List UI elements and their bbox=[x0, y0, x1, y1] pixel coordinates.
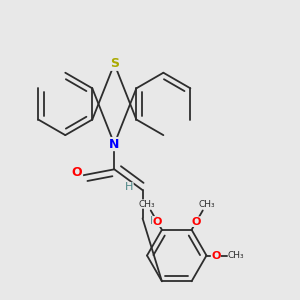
Text: O: O bbox=[211, 250, 220, 260]
Text: H: H bbox=[150, 216, 159, 226]
Text: O: O bbox=[192, 217, 201, 227]
Text: CH₃: CH₃ bbox=[139, 200, 155, 208]
Text: O: O bbox=[72, 166, 83, 179]
Text: N: N bbox=[109, 138, 119, 151]
Text: CH₃: CH₃ bbox=[228, 251, 244, 260]
Text: O: O bbox=[152, 217, 162, 227]
Text: H: H bbox=[125, 182, 134, 192]
Text: CH₃: CH₃ bbox=[198, 200, 215, 208]
Text: S: S bbox=[110, 57, 119, 70]
